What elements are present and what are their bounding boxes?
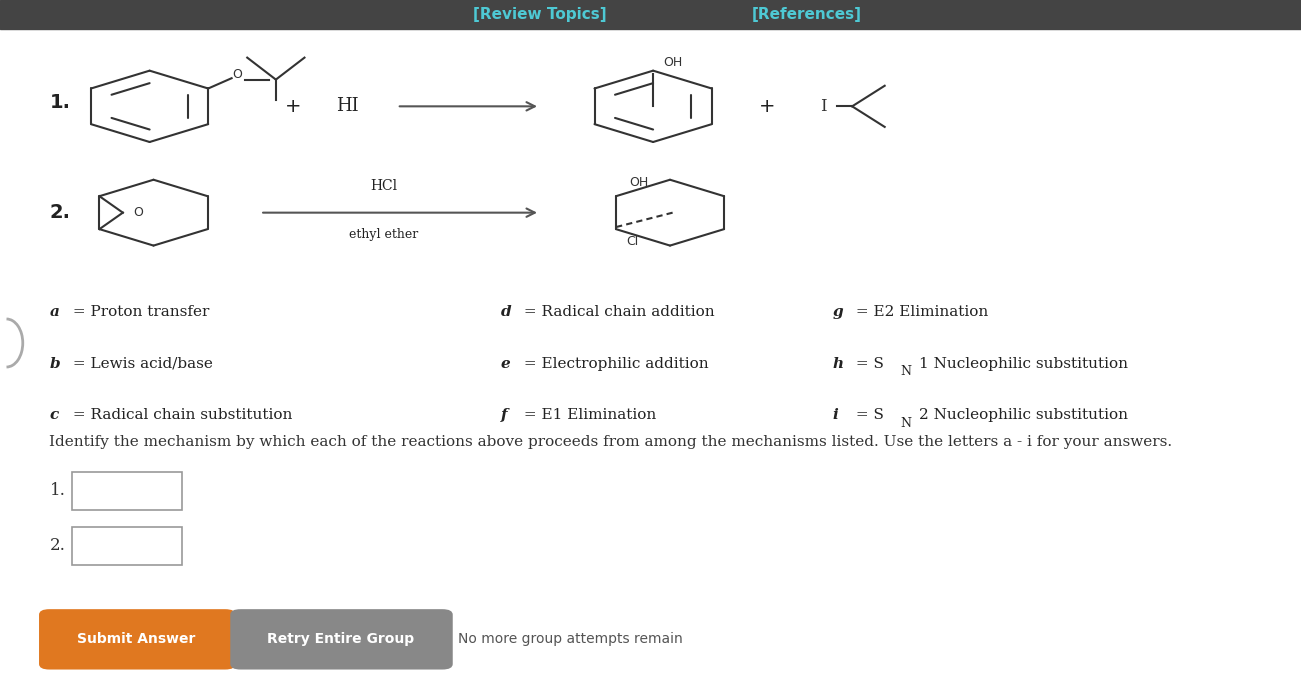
Text: Identify the mechanism by which each of the reactions above proceeds from among : Identify the mechanism by which each of …	[49, 436, 1172, 449]
Text: OH: OH	[628, 176, 648, 189]
Text: b: b	[49, 357, 60, 370]
Text: O: O	[232, 69, 242, 81]
Text: 2.: 2.	[49, 203, 70, 222]
Text: 2.: 2.	[49, 537, 65, 554]
Text: e: e	[501, 357, 510, 370]
Text: Submit Answer: Submit Answer	[78, 632, 195, 646]
FancyBboxPatch shape	[230, 609, 453, 670]
Text: I: I	[820, 98, 826, 115]
Text: N: N	[900, 366, 911, 378]
Text: +: +	[285, 97, 301, 116]
Bar	[0, 0, 1301, 29]
Text: = Radical chain addition: = Radical chain addition	[519, 305, 714, 319]
Text: No more group attempts remain: No more group attempts remain	[458, 632, 683, 646]
Text: HCl: HCl	[371, 180, 397, 193]
Text: 1 Nucleophilic substitution: 1 Nucleophilic substitution	[919, 357, 1128, 370]
Text: HI: HI	[336, 97, 358, 115]
Text: 2 Nucleophilic substitution: 2 Nucleophilic substitution	[919, 408, 1128, 422]
FancyBboxPatch shape	[39, 609, 235, 670]
Text: [References]: [References]	[752, 7, 861, 22]
Text: g: g	[833, 305, 843, 319]
Text: h: h	[833, 357, 844, 370]
Text: f: f	[501, 408, 507, 422]
Text: OH: OH	[664, 56, 683, 69]
Text: [Review Topics]: [Review Topics]	[474, 7, 606, 22]
FancyBboxPatch shape	[72, 472, 182, 510]
Text: = Lewis acid/base: = Lewis acid/base	[68, 357, 212, 370]
FancyBboxPatch shape	[72, 527, 182, 565]
Text: c: c	[49, 408, 59, 422]
Text: ethyl ether: ethyl ether	[349, 228, 419, 241]
Text: = S: = S	[851, 357, 883, 370]
Text: N: N	[900, 417, 911, 429]
Text: = Radical chain substitution: = Radical chain substitution	[68, 408, 291, 422]
Text: = S: = S	[851, 408, 883, 422]
Text: 1.: 1.	[49, 482, 65, 499]
Text: 1.: 1.	[49, 93, 70, 113]
Text: = Electrophilic addition: = Electrophilic addition	[519, 357, 709, 370]
Text: = Proton transfer: = Proton transfer	[68, 305, 209, 319]
Text: O: O	[133, 206, 143, 219]
Text: i: i	[833, 408, 838, 422]
Text: Cl: Cl	[626, 235, 639, 248]
Text: +: +	[760, 97, 775, 116]
Text: = E1 Elimination: = E1 Elimination	[519, 408, 656, 422]
Text: d: d	[501, 305, 511, 319]
Text: = E2 Elimination: = E2 Elimination	[851, 305, 987, 319]
Text: Retry Entire Group: Retry Entire Group	[267, 632, 415, 646]
Text: a: a	[49, 305, 60, 319]
